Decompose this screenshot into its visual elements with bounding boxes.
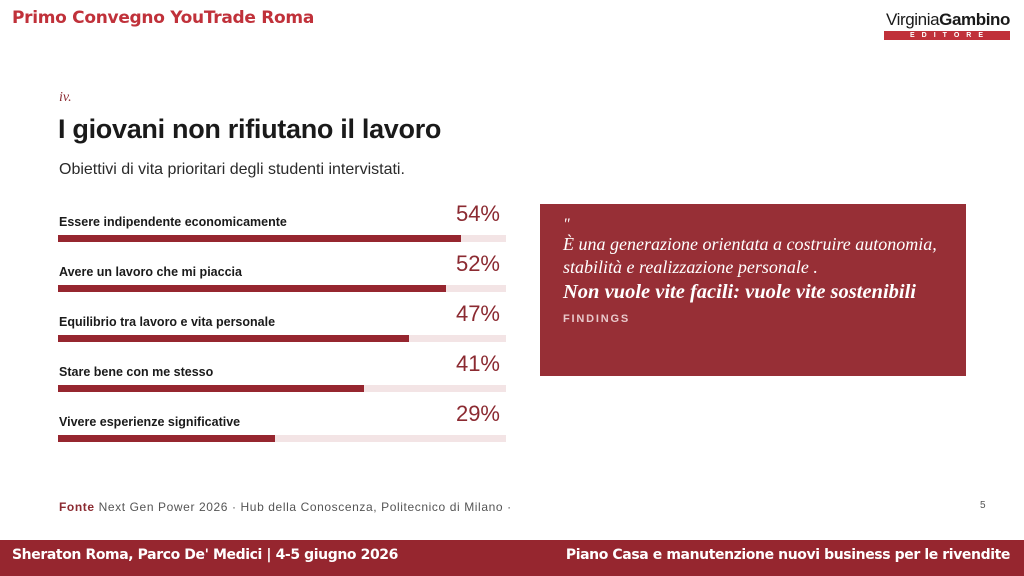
quote-emphasis: Non vuole vite facili: vuole vite sosten… <box>563 281 916 303</box>
bar <box>58 285 446 292</box>
bar-row: Essere indipendente economicamente 54% <box>58 200 506 250</box>
bar-chart: Essere indipendente economicamente 54% Ave… <box>58 200 506 450</box>
page-number: 5 <box>980 500 986 511</box>
section-number: iv. <box>59 90 72 105</box>
bar-value-label: 29% <box>455 401 500 426</box>
bar-row: Stare bene con me stesso 41% <box>58 350 506 400</box>
publisher-logo: VirginiaGambino EDITORE <box>884 10 1010 40</box>
bar-row: Vivere esperienze significative 29% <box>58 400 506 450</box>
slide-subtitle: Obiettivi di vita prioritari degli stude… <box>59 161 405 178</box>
bar-label: Stare bene con me stesso <box>59 365 214 379</box>
bar <box>58 385 364 392</box>
footer-venue: Sheraton Roma, Parco De' Medici | 4-5 gi… <box>12 547 398 563</box>
quote-text: È una generazione orientata a costruire … <box>563 234 937 277</box>
source-note: Fonte Next Gen Power 2026 · Hub della Co… <box>59 500 512 514</box>
slide-title: I giovani non rifiutano il lavoro <box>58 114 442 144</box>
footer-theme: Piano Casa e manutenzione nuovi business… <box>565 547 1011 563</box>
event-title: Primo Convegno YouTrade Roma <box>12 8 315 28</box>
bar-track <box>58 235 506 242</box>
bar-label: Equilibrio tra lavoro e vita personale <box>59 315 276 329</box>
bar <box>58 335 409 342</box>
bar <box>58 235 461 242</box>
bar-value-label: 52% <box>455 251 500 276</box>
source-text: Next Gen Power 2026 · Hub della Conoscen… <box>98 500 512 514</box>
bar-label: Essere indipendente economicamente <box>59 215 287 229</box>
quote-tag: FINDINGS <box>563 313 630 325</box>
bar-row: Equilibrio tra lavoro e vita personale 47… <box>58 300 506 350</box>
logo-wordmark: VirginiaGambino <box>884 10 1010 30</box>
bar-label: Avere un lavoro che mi piaccia <box>59 265 242 279</box>
bar-track <box>58 385 506 392</box>
bar-track <box>58 335 506 342</box>
bar-track <box>58 435 506 442</box>
bar-track <box>58 285 506 292</box>
source-label: Fonte <box>59 500 95 514</box>
logo-subtitle: EDITORE <box>884 31 1010 40</box>
logo-name-light: Virginia <box>885 10 940 29</box>
bar <box>58 435 275 442</box>
bar-value-label: 54% <box>455 201 500 226</box>
logo-name-bold: Gambino <box>939 10 1010 29</box>
bar-value-label: 41% <box>455 351 500 376</box>
quote-mark: " <box>563 216 570 233</box>
bar-value-label: 47% <box>455 301 500 326</box>
bar-label: Vivere esperienze significative <box>59 415 241 429</box>
bar-row: Avere un lavoro che mi piaccia 52% <box>58 250 506 300</box>
footer-bar: Sheraton Roma, Parco De' Medici | 4-5 gi… <box>0 540 1024 576</box>
quote-box: " È una generazione orientata a costruir… <box>540 204 966 376</box>
